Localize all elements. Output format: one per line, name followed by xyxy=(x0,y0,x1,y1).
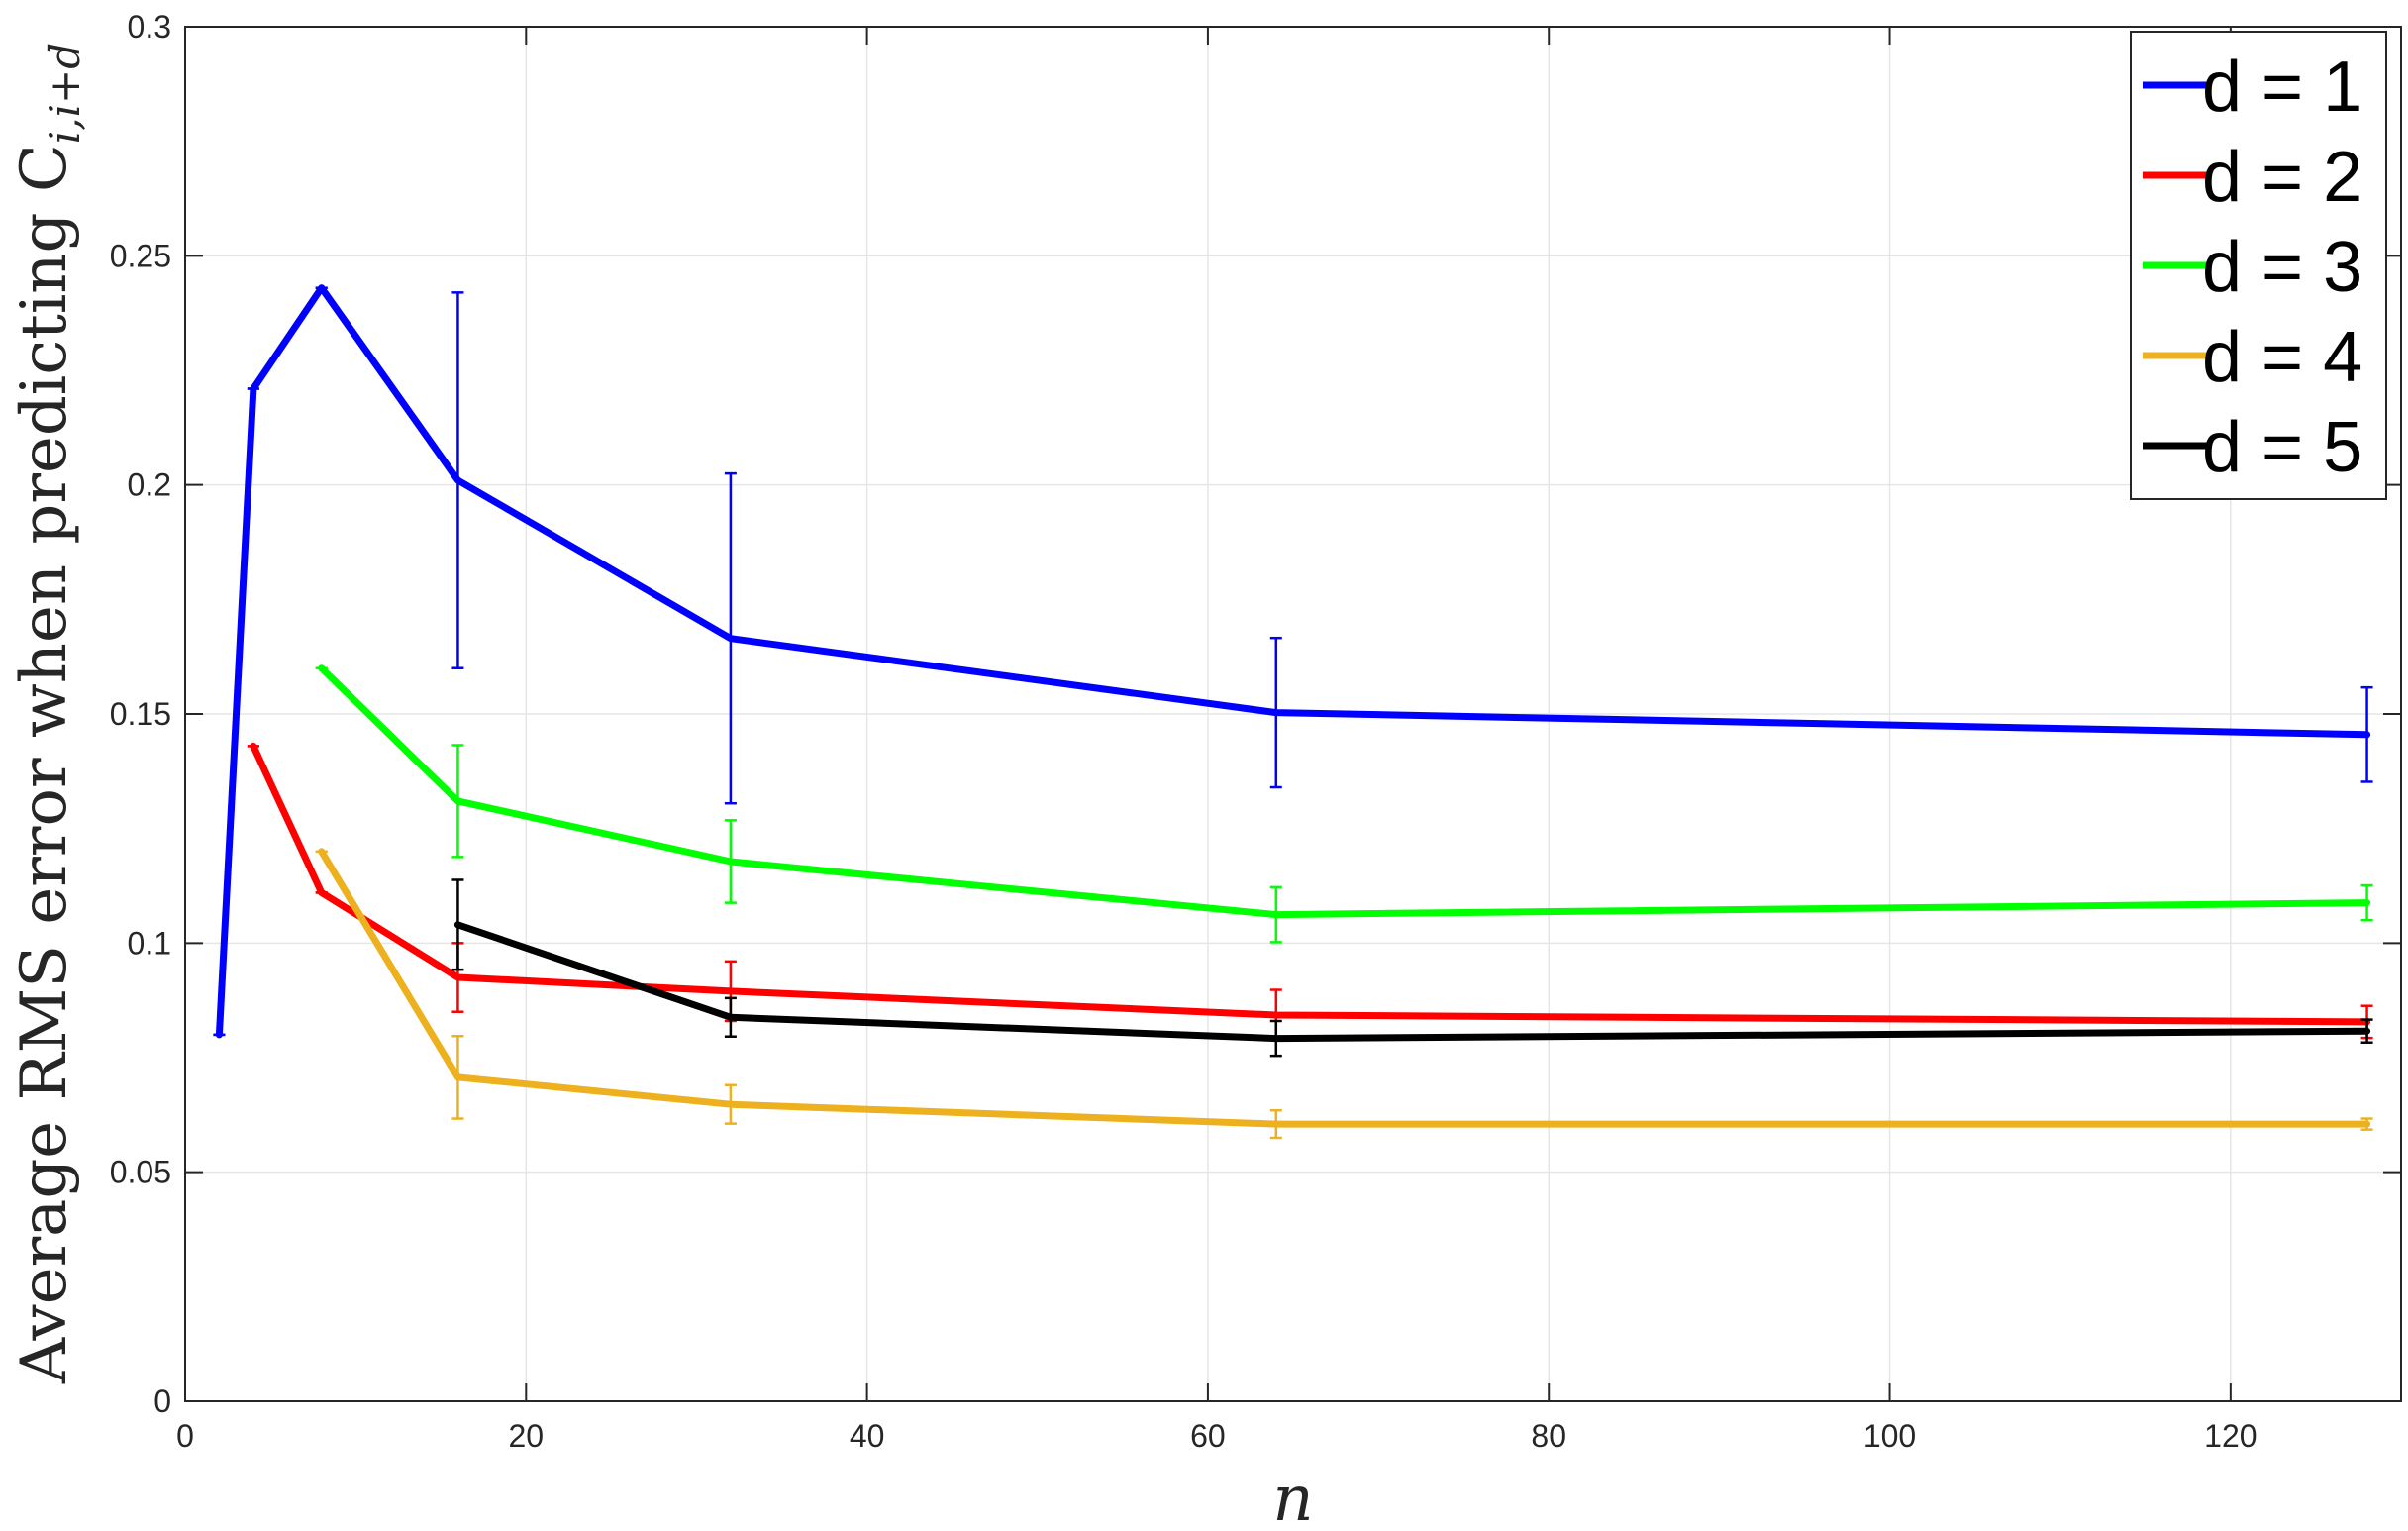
x-tick-label: 60 xyxy=(1190,1418,1226,1454)
y-tick-label: 0.3 xyxy=(128,9,171,45)
series-3 xyxy=(315,664,2373,944)
legend-label: d = 3 xyxy=(2202,228,2362,307)
legend-label: d = 1 xyxy=(2202,48,2362,127)
x-tick-label: 80 xyxy=(1531,1418,1566,1454)
x-tick-label: 40 xyxy=(850,1418,885,1454)
x-tick-label: 20 xyxy=(509,1418,545,1454)
legend-label: d = 2 xyxy=(2202,138,2362,217)
series-line xyxy=(318,848,2371,1128)
y-tick-label: 0.05 xyxy=(110,1155,171,1190)
series-line xyxy=(318,664,2371,919)
y-tick-label: 0 xyxy=(153,1383,171,1419)
series-group xyxy=(213,284,2373,1140)
y-axis-label-subscript: i,i+d xyxy=(41,43,89,144)
y-tick-label: 0.15 xyxy=(110,696,171,732)
series-line xyxy=(215,284,2371,1039)
series-line xyxy=(453,921,2371,1043)
x-tick-label: 0 xyxy=(176,1418,194,1454)
x-tick-label: 120 xyxy=(2204,1418,2257,1454)
y-tick-label: 0.2 xyxy=(128,467,171,503)
y-axis-label: Average RMS error when predicting Ci,i+d xyxy=(8,43,89,1384)
axis-ticks: 0 20 40 60 80 100 120 0 0.05 0.1 0.15 0.2 0.25 0.3 xyxy=(110,9,2401,1454)
y-tick-label: 0.1 xyxy=(128,925,171,961)
x-axis-label: n xyxy=(1272,1463,1313,1531)
y-tick-label: 0.25 xyxy=(110,238,171,273)
legend: d = 1 d = 2 d = 3 d = 4 d = 5 xyxy=(2130,31,2387,500)
series-4 xyxy=(315,848,2373,1140)
series-1 xyxy=(213,284,2373,1039)
x-tick-label: 100 xyxy=(1863,1418,1916,1454)
legend-label: d = 5 xyxy=(2202,408,2362,487)
legend-label: d = 4 xyxy=(2202,318,2362,397)
y-axis-label-main: Average RMS error when predicting C xyxy=(8,144,81,1384)
series-line xyxy=(250,742,2371,1026)
series-5 xyxy=(452,878,2373,1058)
